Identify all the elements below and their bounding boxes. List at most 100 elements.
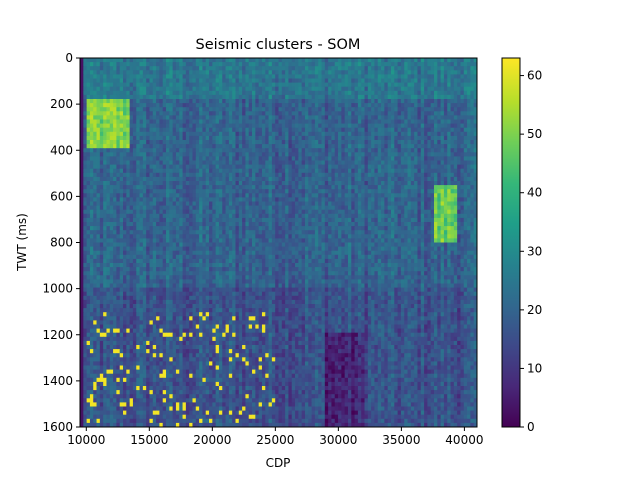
heatmap-cell: [473, 82, 477, 88]
heatmap-cell: [166, 115, 170, 120]
heatmap-cell: [341, 78, 346, 83]
heatmap-cell: [93, 119, 97, 124]
heatmap-cell: [142, 197, 147, 202]
heatmap-cell: [199, 160, 203, 165]
heatmap-cell: [149, 66, 154, 71]
heatmap-cell: [123, 78, 127, 83]
heatmap-cell: [321, 99, 326, 104]
heatmap-cell: [417, 193, 422, 198]
heatmap-cell: [417, 181, 422, 186]
heatmap-cell: [255, 131, 260, 137]
heatmap-cell: [420, 201, 425, 206]
heatmap-cell: [321, 74, 326, 79]
heatmap-cell: [443, 181, 448, 186]
heatmap-cell: [328, 226, 332, 231]
heatmap-cell: [351, 148, 355, 153]
heatmap-cell: [364, 189, 369, 194]
heatmap-cell: [139, 152, 144, 157]
heatmap-cell: [242, 213, 246, 219]
heatmap-cell: [344, 205, 349, 211]
heatmap-cell: [265, 144, 269, 149]
heatmap-cell: [420, 90, 425, 96]
heatmap-cell: [275, 58, 279, 63]
heatmap-cell: [129, 209, 134, 215]
heatmap-cell: [142, 164, 147, 170]
heatmap-cell: [119, 131, 124, 137]
heatmap-cell: [407, 168, 412, 174]
heatmap-cell: [390, 99, 395, 104]
heatmap-cell: [338, 185, 342, 190]
heatmap-cell: [258, 168, 263, 174]
heatmap-cell: [404, 107, 408, 112]
heatmap-cell: [367, 119, 372, 124]
heatmap-cell: [172, 135, 177, 141]
heatmap-cell: [318, 168, 322, 174]
heatmap-cell: [275, 94, 279, 100]
heatmap-cell: [407, 160, 412, 165]
heatmap-cell: [215, 119, 220, 124]
heatmap-cell: [129, 135, 134, 141]
heatmap-cell: [238, 66, 243, 71]
heatmap-cell: [255, 94, 260, 100]
heatmap-cell: [347, 185, 352, 190]
heatmap-cell: [93, 152, 97, 157]
heatmap-cell: [245, 99, 250, 104]
heatmap-cell: [285, 160, 289, 165]
heatmap-cell: [232, 168, 236, 174]
heatmap-cell: [371, 164, 375, 170]
heatmap-cell: [106, 197, 111, 202]
heatmap-cell: [182, 135, 187, 141]
heatmap-cell: [467, 144, 471, 149]
heatmap-cell: [457, 222, 461, 227]
heatmap-cell: [142, 123, 147, 129]
heatmap-cell: [86, 123, 91, 129]
heatmap-cell: [450, 115, 455, 120]
heatmap-cell: [328, 168, 332, 174]
heatmap-cell: [304, 148, 309, 153]
heatmap-cell: [384, 222, 389, 227]
heatmap-cell: [424, 164, 428, 170]
heatmap-cell: [407, 144, 412, 149]
heatmap-cell: [301, 58, 306, 63]
heatmap-cell: [166, 78, 170, 83]
heatmap-cell: [152, 168, 157, 174]
heatmap-cell: [281, 168, 286, 174]
heatmap-cell: [179, 86, 183, 92]
heatmap-cell: [457, 86, 461, 92]
heatmap-cell: [238, 222, 243, 227]
heatmap-cell: [116, 185, 121, 190]
heatmap-cell: [424, 160, 428, 165]
heatmap-cell: [195, 209, 200, 215]
heatmap-cell: [222, 107, 226, 112]
heatmap-cell: [304, 58, 309, 63]
heatmap-cell: [357, 213, 362, 219]
heatmap-cell: [324, 164, 329, 170]
heatmap-cell: [357, 111, 362, 116]
heatmap-cell: [238, 86, 243, 92]
heatmap-cell: [242, 222, 246, 227]
heatmap-cell: [374, 94, 379, 100]
heatmap-cell: [242, 164, 246, 170]
heatmap-cell: [295, 156, 299, 161]
heatmap-cell: [347, 119, 352, 124]
heatmap-cell: [159, 99, 164, 104]
heatmap-cell: [258, 160, 263, 165]
heatmap-cell: [374, 131, 379, 137]
heatmap-cell: [175, 99, 180, 104]
heatmap-cell: [152, 197, 157, 202]
heatmap-cell: [447, 144, 451, 149]
heatmap-cell: [235, 78, 240, 83]
heatmap-cell: [328, 181, 332, 186]
heatmap-cell: [192, 115, 197, 120]
heatmap-cell: [232, 99, 236, 104]
heatmap-cell: [185, 222, 190, 227]
heatmap-cell: [460, 201, 465, 206]
heatmap-cell: [384, 209, 389, 215]
heatmap-cell: [394, 185, 398, 190]
heatmap-cell: [103, 209, 107, 215]
heatmap-cell: [123, 94, 127, 100]
heatmap-cell: [152, 135, 157, 141]
heatmap-cell: [457, 193, 461, 198]
heatmap-cell: [357, 70, 362, 75]
heatmap-cell: [443, 201, 448, 206]
